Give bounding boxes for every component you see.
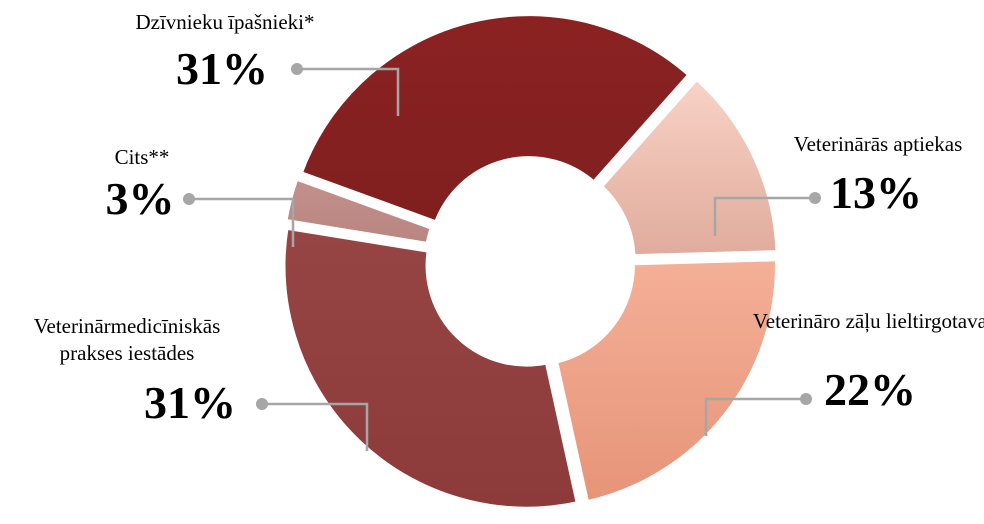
leader-line-wholesalers	[704, 397, 806, 436]
leader-line-practices	[262, 402, 369, 451]
value-label-owners: 31%	[176, 43, 268, 94]
slice-pharmacies	[595, 73, 782, 261]
value-label-other: 3%	[106, 173, 175, 224]
leader-line-other	[189, 197, 295, 247]
leader-dot-other	[183, 193, 195, 205]
category-label-other: Cits**	[115, 145, 170, 169]
value-label-practices: 31%	[144, 377, 236, 428]
leader-dot-practices	[256, 398, 268, 410]
value-label-wholesalers: 22%	[824, 364, 916, 415]
category-label-practices-line-1: Veterinārmedicīniskās	[34, 314, 221, 338]
leader-dot-pharmacies	[809, 192, 821, 204]
leader-lines	[183, 63, 821, 451]
value-label-pharmacies: 13%	[830, 167, 922, 218]
category-label-wholesalers-line-1: Veterināro zāļu lieltirgotavas	[753, 309, 984, 333]
category-label-practices: Veterinārmedicīniskās prakses iestādes	[34, 314, 221, 365]
data-labels: Dzīvnieku īpašnieki* 31% Veterinārās apt…	[34, 10, 984, 428]
leader-dot-wholesalers	[800, 393, 812, 405]
category-label-owners: Dzīvnieku īpašnieki*	[135, 10, 314, 34]
slice-wholesalers	[551, 255, 781, 507]
slice-other	[280, 173, 437, 249]
category-label-pharmacies: Veterinārās aptiekas	[794, 132, 963, 156]
category-label-practices-line-2: prakses iestādes	[60, 341, 195, 365]
leader-dot-owners	[291, 63, 303, 75]
category-label-wholesalers: Veterināro zāļu lieltirgotavas	[753, 309, 984, 333]
leader-line-owners	[297, 67, 400, 116]
chart-slices	[279, 10, 782, 513]
slice-practices	[279, 223, 583, 513]
leader-line-pharmacies	[713, 196, 815, 236]
